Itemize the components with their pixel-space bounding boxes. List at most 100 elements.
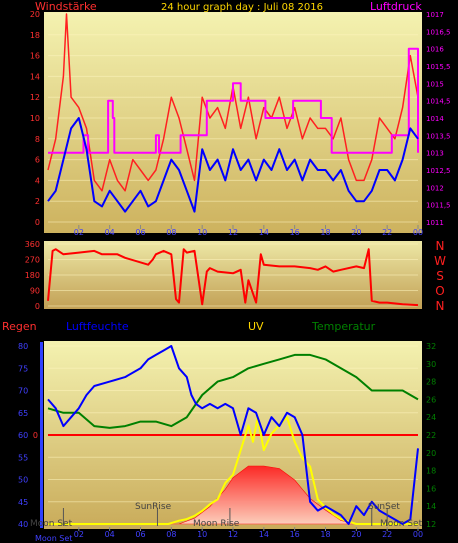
- pressure-line: [48, 47, 419, 154]
- rain-axis-bar: [40, 342, 43, 528]
- humidity-ytick-label: 80: [18, 342, 28, 351]
- humidity-ytick-label: 55: [18, 453, 28, 462]
- wind-xtick-label: 18: [320, 228, 330, 237]
- pressure-ytick-label: 1014,5: [426, 98, 451, 106]
- wind-xtick-label: 22: [382, 228, 392, 237]
- wind-ytick-label: 10: [30, 114, 40, 123]
- wind-xtick-label: 12: [228, 228, 238, 237]
- humidity-ytick-label: 60: [18, 431, 28, 440]
- climate-xtick-label: 06: [135, 530, 145, 539]
- climate-xtick-label: 10: [197, 530, 207, 539]
- wind-xtick-label: 20: [351, 228, 361, 237]
- pressure-ytick-label: 1016: [426, 46, 444, 54]
- direction-ytick-label: 0: [35, 302, 40, 311]
- wind-avg-line: [47, 117, 419, 213]
- wind-ytick-label: 2: [35, 197, 40, 206]
- temperature-ytick-label: 30: [426, 360, 436, 369]
- wind-xtick-label: 00: [413, 228, 423, 237]
- pressure-ytick-label: 1015: [426, 80, 444, 88]
- climate-xtick-label: 16: [290, 530, 300, 539]
- climate-xtick-label: 04: [105, 530, 115, 539]
- moonrise-label: Moon Rise: [193, 519, 240, 529]
- temperature-ytick-label: 20: [426, 449, 436, 458]
- solar-area: [48, 465, 418, 525]
- wind-xtick-label: 10: [197, 228, 207, 237]
- uv-legend: UV: [248, 320, 264, 333]
- pressure-ytick-label: 1011: [426, 219, 444, 227]
- direction-ytick-label: 90: [30, 287, 40, 296]
- humidity-line: [47, 345, 419, 525]
- climate-xtick-label: 08: [166, 530, 176, 539]
- moon-set-label-left: Moon Set: [30, 519, 73, 529]
- climate-xtick-label: 00: [413, 530, 423, 539]
- wind-ytick-label: 14: [30, 72, 40, 81]
- temperature-ytick-label: 22: [426, 431, 436, 440]
- temperature-line: [47, 353, 419, 429]
- wind-xtick-label: 14: [259, 228, 269, 237]
- direction-ytick-label: 180: [25, 271, 40, 280]
- wind-ytick-label: 16: [30, 52, 40, 61]
- wind-ytick-label: 0: [35, 218, 40, 227]
- compass-n-top: N: [436, 239, 445, 253]
- compass-n-bottom: N: [436, 299, 445, 313]
- rain-ytick-label: 0: [33, 431, 38, 440]
- direction-ytick-label: 270: [25, 256, 40, 265]
- temperature-ytick-label: 18: [426, 467, 436, 476]
- wind-xtick-label: 02: [74, 228, 84, 237]
- pressure-title: Luftdruck: [370, 0, 422, 13]
- pressure-ytick-label: 1011,5: [426, 202, 451, 210]
- temperature-legend: Temperatur: [311, 320, 376, 333]
- climate-xtick-label: 18: [320, 530, 330, 539]
- humidity-ytick-label: 50: [18, 476, 28, 485]
- pressure-ytick-label: 1013: [426, 150, 444, 158]
- climate-xtick-label: 22: [382, 530, 392, 539]
- chart-marks: [47, 13, 419, 526]
- sunrise-label: SunRise: [135, 502, 172, 512]
- humidity-ytick-label: 40: [18, 520, 28, 529]
- humidity-ytick-label: 45: [18, 498, 28, 507]
- pressure-ytick-label: 1012,5: [426, 167, 451, 175]
- wind-gust-line: [47, 13, 419, 192]
- wind-ytick-label: 20: [30, 10, 40, 19]
- humidity-ytick-label: 75: [18, 364, 28, 373]
- wind-ytick-label: 4: [35, 176, 40, 185]
- humidity-ytick-label: 70: [18, 387, 28, 396]
- wind-xtick-label: 04: [105, 228, 115, 237]
- wind-xtick-label: 06: [135, 228, 145, 237]
- compass-o: O: [435, 284, 444, 298]
- wind-ytick-label: 8: [35, 135, 40, 144]
- moon-set-label-right: Moon Set: [380, 519, 423, 529]
- rain-legend: Regen: [2, 320, 37, 333]
- temperature-ytick-label: 14: [426, 502, 436, 511]
- pressure-ytick-label: 1015,5: [426, 63, 451, 71]
- climate-xtick-label: 20: [351, 530, 361, 539]
- direction-line: [47, 248, 419, 307]
- compass-w: W: [434, 254, 446, 268]
- direction-ytick-label: 360: [25, 240, 40, 249]
- temperature-ytick-label: 24: [426, 413, 436, 422]
- pressure-ytick-label: 1013,5: [426, 132, 451, 140]
- chart-text: 0246810121416182010111011,510121012,5101…: [18, 10, 451, 539]
- temperature-ytick-label: 28: [426, 378, 436, 387]
- wind-ytick-label: 12: [30, 93, 40, 102]
- temperature-ytick-label: 16: [426, 484, 436, 493]
- wind-speed-title: Windstärke: [35, 0, 97, 13]
- humidity-ytick-label: 65: [18, 409, 28, 418]
- climate-xtick-label: 02: [74, 530, 84, 539]
- temperature-ytick-label: 12: [426, 520, 436, 529]
- pressure-ytick-label: 1014: [426, 115, 444, 123]
- sunset-label: SunSet: [368, 502, 400, 512]
- pressure-ytick-label: 1017: [426, 11, 444, 19]
- pressure-ytick-label: 1012: [426, 184, 444, 192]
- climate-xtick-label: 12: [228, 530, 238, 539]
- wind-xtick-label: 16: [290, 228, 300, 237]
- humidity-legend: Luftfeuchte: [66, 320, 129, 333]
- graph-title: 24 hour graph day : Juli 08 2016: [161, 2, 323, 13]
- wind-ytick-label: 6: [35, 156, 40, 165]
- temperature-ytick-label: 32: [426, 342, 436, 351]
- wind-ytick-label: 18: [30, 31, 40, 40]
- compass-s: S: [436, 269, 444, 283]
- pressure-ytick-label: 1016,5: [426, 28, 451, 36]
